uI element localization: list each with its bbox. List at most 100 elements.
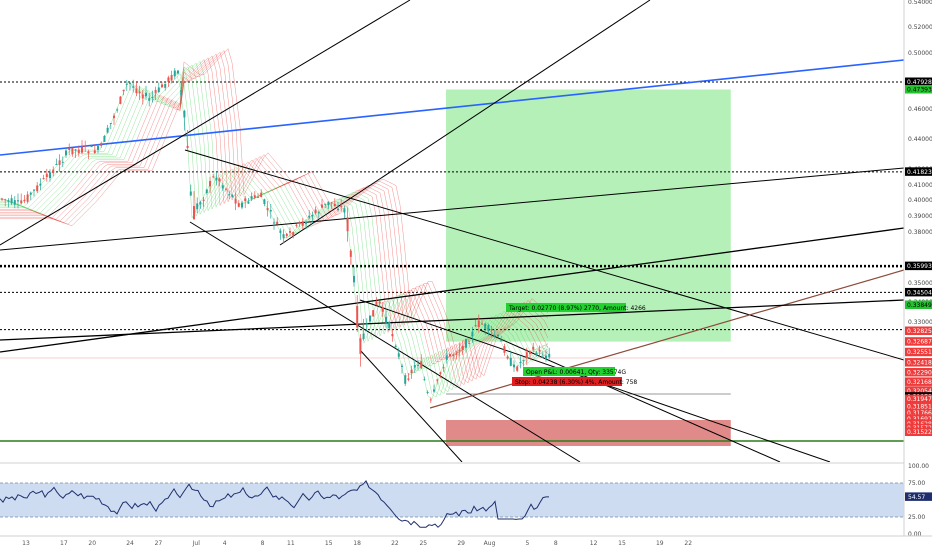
ma-ribbon-line <box>0 51 549 380</box>
candle-body <box>426 391 429 393</box>
price-badge-label: 0.31766 <box>907 410 932 417</box>
candle-body <box>346 217 349 232</box>
candle-body <box>365 323 368 325</box>
candle-body <box>321 204 323 208</box>
candle-body <box>241 202 243 208</box>
candle-body <box>23 199 26 202</box>
candle-body <box>420 361 423 368</box>
candle-body <box>45 173 48 178</box>
candle-body <box>506 356 509 359</box>
candle-body <box>170 75 173 81</box>
price-badge-box <box>905 358 932 367</box>
candle-body <box>221 185 224 189</box>
candle-body <box>439 372 442 374</box>
time-tick-label: 25 <box>419 540 427 547</box>
candle-body <box>279 230 282 233</box>
candle-body <box>292 232 295 236</box>
candle-body <box>372 310 375 317</box>
time-tick-label: 12 <box>590 540 598 547</box>
candle-body <box>180 90 183 96</box>
candle-body <box>65 150 67 156</box>
price-badge-label: 0.47928 <box>907 79 932 86</box>
candle-body <box>196 203 199 210</box>
candle-body <box>55 163 58 165</box>
candle-body <box>87 151 90 154</box>
candle-body <box>311 214 314 217</box>
candle-body <box>263 199 266 204</box>
price-badge-label: 0.31522 <box>907 429 932 436</box>
candle-body <box>74 149 77 151</box>
candle-body <box>273 222 275 224</box>
horizontal-levels-layer <box>0 81 904 442</box>
candle-body <box>388 321 391 329</box>
candle-body <box>4 199 7 201</box>
brown-support-line <box>429 269 904 409</box>
candle-body <box>205 189 208 194</box>
price-tick-label: 0.33000 <box>908 319 932 326</box>
candle-body <box>407 378 410 380</box>
price-badge-box <box>905 337 932 346</box>
candle-body <box>423 379 426 381</box>
time-tick-label: Jul <box>192 540 201 547</box>
candle-body <box>417 364 419 366</box>
steep-uptrend-line-2 <box>279 0 651 246</box>
candle-body <box>10 198 13 204</box>
time-axis[interactable]: 13 17 20 24 27 Jul 4 8 11 15 18 22 25 29 Aug 5 8 12 15 19 22 <box>22 540 692 547</box>
candle-body <box>84 145 87 147</box>
price-badge-label: 0.31851 <box>907 403 932 410</box>
candle-body <box>154 89 157 93</box>
candle-body <box>513 364 515 368</box>
candles-layer <box>1 68 551 404</box>
time-tick-label: 15 <box>618 540 626 547</box>
rsi-tick-label: 100.00 <box>908 463 929 470</box>
candle-body <box>429 399 432 401</box>
candle-body <box>100 143 103 146</box>
trendlines-layer <box>0 0 904 462</box>
candle-body <box>157 87 160 93</box>
time-tick-label: 29 <box>457 540 465 547</box>
long-uptrend-line <box>0 227 904 353</box>
candle-body <box>404 375 407 384</box>
candle-body <box>538 350 541 352</box>
candle-body <box>314 209 317 214</box>
candle-body <box>247 201 250 204</box>
candle-body <box>145 92 147 97</box>
price-tick-label: 0.39000 <box>908 213 932 220</box>
price-badge-box <box>905 394 932 404</box>
price-tick-label: 0.52000 <box>908 24 932 31</box>
candle-body <box>266 208 269 211</box>
candle-body <box>42 178 45 180</box>
price-tick-label: 0.40000 <box>908 197 932 204</box>
price-badge-box <box>905 414 932 423</box>
candle-body <box>362 333 365 339</box>
candle-body <box>129 82 131 84</box>
rsi-last-badge <box>905 492 932 501</box>
open-pnl-label: Open P&L: 0.00641, Qty: 33574G <box>526 369 626 376</box>
candle-body <box>333 203 336 207</box>
candle-body <box>532 346 535 350</box>
price-badge-box <box>905 367 932 377</box>
candle-body <box>250 196 253 199</box>
open-pnl-label-box <box>523 367 615 376</box>
candle-body <box>58 160 61 165</box>
price-badge-box <box>905 261 932 271</box>
price-badge-box <box>905 401 932 411</box>
candle-body <box>132 86 135 88</box>
rsi-last-label: 54.57 <box>908 494 925 501</box>
candle-body <box>308 215 311 218</box>
mid-uptrend-line <box>0 299 904 341</box>
candle-body <box>465 339 467 348</box>
rsi-axis[interactable]: 100.00 75.00 25.00 0.00 54.57 <box>905 463 932 538</box>
price-badge-label: 0.41823 <box>907 169 932 176</box>
candle-body <box>122 89 125 91</box>
candle-body <box>71 147 74 155</box>
price-axis[interactable]: 0.540000.520000.500000.480000.460000.440… <box>908 0 932 326</box>
price-badge-label: 0.32551 <box>907 349 932 356</box>
candle-body <box>103 136 106 142</box>
stop-label-box <box>512 377 622 386</box>
stop-zone <box>446 420 731 446</box>
candle-body <box>138 91 141 94</box>
candle-body <box>474 325 477 327</box>
